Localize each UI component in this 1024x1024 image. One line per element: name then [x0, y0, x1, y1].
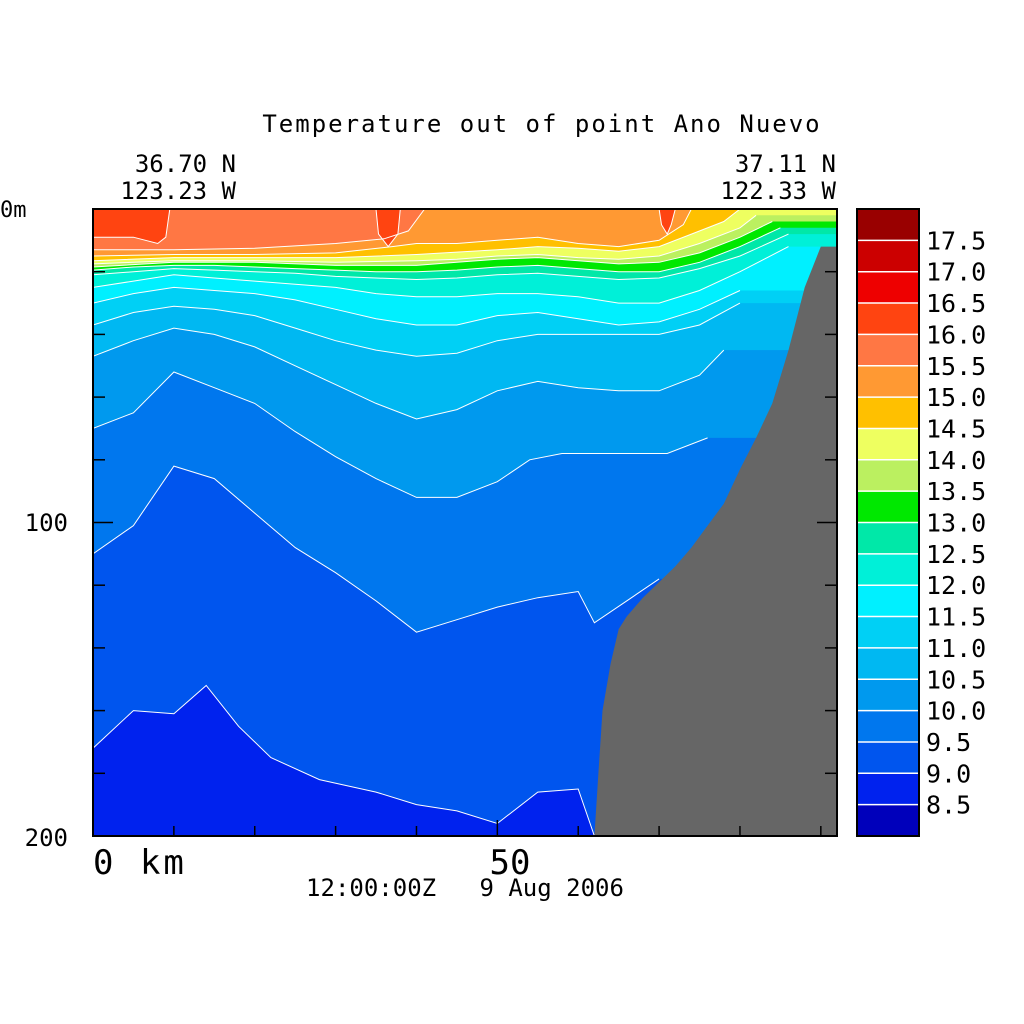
colorbar-swatch [857, 741, 919, 774]
colorbar-label: 15.0 [926, 383, 986, 412]
colorbar-swatch [857, 679, 919, 712]
contour-line-10.0-2 [93, 371, 708, 498]
contour-line-16.0-16 [658, 209, 676, 236]
colorbar-label: 14.5 [926, 414, 986, 443]
colorbar-frame [856, 208, 920, 837]
corner-right-lat: 37.11 N [735, 150, 836, 178]
colorbar-label: 13.5 [926, 477, 986, 506]
contour-line-16.0-15 [375, 209, 401, 248]
contour-line-11.0-4 [93, 302, 741, 357]
colorbar-label: 13.0 [926, 509, 986, 538]
fill-above-16.0-16 [659, 209, 676, 235]
contour-lines [93, 209, 789, 836]
colorbar-label: 17.0 [926, 258, 986, 287]
colorbar-label: 15.5 [926, 352, 986, 381]
colorbar-swatch [857, 585, 919, 618]
colorbar-label: 10.5 [926, 665, 986, 694]
colorbar-swatch [857, 365, 919, 398]
axis-labels: 0m 100 200 0 km 50 12:00:00Z 9 Aug 2006 [0, 198, 624, 902]
colorbar-label: 16.0 [926, 320, 986, 349]
contour-line-9.0-0 [93, 684, 595, 836]
colorbar-label: 12.5 [926, 540, 986, 569]
colorbar-swatch [857, 710, 919, 743]
title-group: Temperature out of point Ano Nuevo 36.70… [120, 110, 836, 205]
colorbar-swatch [857, 428, 919, 461]
contour-line-12.5-7 [93, 233, 789, 281]
colorbar-swatch [857, 240, 919, 273]
contour-line-14.5-11 [93, 209, 741, 262]
colorbar-swatch [857, 553, 919, 586]
colorbar-label: 12.0 [926, 571, 986, 600]
x-tick-label-0: 0 km [93, 843, 187, 883]
colorbar-swatch [857, 271, 919, 304]
colorbar-swatch [857, 804, 919, 837]
colorbar-label: 10.0 [926, 697, 986, 726]
contour-line-15.5-13 [93, 209, 426, 251]
seafloor-land [594, 246, 837, 836]
colorbar-swatch [857, 303, 919, 335]
y-tick-label-100: 100 [25, 509, 68, 537]
colorbar-label: 16.5 [926, 289, 986, 318]
colorbar-swatch [857, 522, 919, 555]
colorbar-swatch [857, 334, 919, 367]
contour-line-13.5-9 [93, 221, 773, 268]
colorbar-label: 11.5 [926, 603, 986, 632]
x-tick-label-50: 50 [490, 843, 531, 883]
colorbar-swatch [857, 773, 919, 806]
timestamp: 12:00:00Z 9 Aug 2006 [306, 874, 624, 902]
colorbar-label: 8.5 [926, 791, 971, 820]
contour-line-16.0-14 [93, 209, 171, 245]
colorbar-swatch [857, 616, 919, 649]
colorbar-label: 9.5 [926, 728, 971, 757]
contour-line-10.5-3 [93, 327, 725, 420]
colorbar-label: 9.0 [926, 759, 971, 788]
colorbar-label: 11.0 [926, 634, 986, 663]
y-tick-label-200: 200 [25, 824, 68, 852]
colorbar: 8.5 9.09.510.0 10.511.011.5 12.012.513.0 13.… [856, 208, 986, 837]
colorbar-swatch [857, 397, 919, 429]
colorbar-swatch [857, 459, 919, 492]
fill-above-16.0-15 [376, 209, 401, 247]
fill-above-16.0-14 [93, 209, 837, 244]
contour-line-9.5-1 [93, 465, 660, 633]
colorbar-swatch [857, 209, 919, 241]
colorbar-swatch [857, 491, 919, 523]
axis-ticks [92, 208, 837, 837]
chart-title: Temperature out of point Ano Nuevo [262, 110, 821, 138]
contour-line-15.0-12 [93, 209, 692, 257]
corner-left-lon: 123.23 W [120, 177, 236, 205]
corner-left-lat: 36.70 N [135, 150, 236, 178]
colorbar-label: 14.0 [926, 446, 986, 475]
fill-above-15.5-13 [93, 209, 837, 250]
corner-right-lon: 122.33 W [720, 177, 836, 205]
land-mask [594, 246, 837, 836]
colorbar-label: 17.5 [926, 226, 986, 255]
contour-line-12.0-6 [93, 246, 789, 304]
colorbar-swatch [857, 647, 919, 680]
contour-line-11.5-5 [93, 286, 741, 326]
contour-line-13.0-8 [93, 227, 781, 273]
y-tick-label-0: 0m [0, 198, 27, 223]
contour-line-14.0-10 [93, 214, 757, 265]
